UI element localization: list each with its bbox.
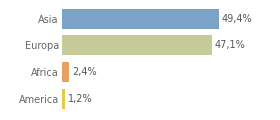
Text: 2,4%: 2,4% — [72, 67, 96, 77]
Bar — [62, 35, 212, 55]
Text: 47,1%: 47,1% — [214, 40, 245, 50]
Bar — [62, 89, 66, 109]
Bar — [62, 62, 69, 82]
Bar — [62, 9, 219, 29]
Text: 49,4%: 49,4% — [221, 14, 252, 24]
Text: 1,2%: 1,2% — [68, 94, 93, 104]
